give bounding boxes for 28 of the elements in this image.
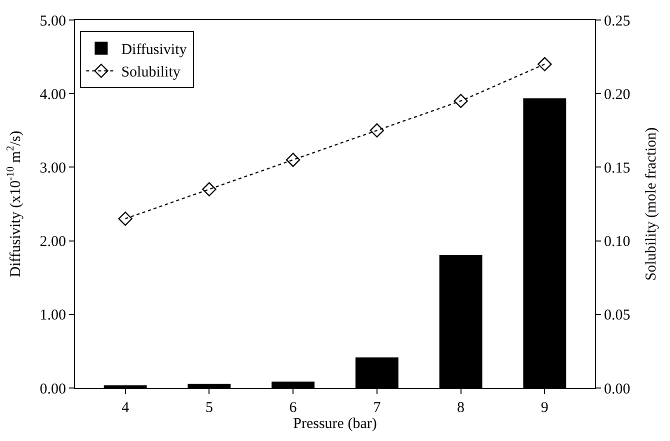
x-tick-label: 8 xyxy=(457,400,465,416)
y-tick-label: 5.00 xyxy=(40,13,66,30)
x-tick-label: 9 xyxy=(540,400,548,416)
y2-tick-label: 0.25 xyxy=(604,13,630,30)
point xyxy=(538,57,552,72)
point xyxy=(202,182,216,196)
y-tick-label: 1.00 xyxy=(40,308,66,324)
point xyxy=(454,94,468,108)
point xyxy=(286,152,300,167)
y-tick-label: 0.00 xyxy=(40,381,66,398)
y2-tick-label: 0.15 xyxy=(604,160,630,176)
y2-axis-title: Solubility (mole fraction) xyxy=(643,127,660,281)
x-axis-title: Pressure (bar) xyxy=(293,416,377,432)
legend-label: Solubility xyxy=(121,64,181,81)
y-tick-label: 2.00 xyxy=(40,234,66,250)
y-tick-label: 3.00 xyxy=(40,160,66,176)
point xyxy=(118,212,132,226)
legend-label: Diffusivity xyxy=(121,42,188,58)
point xyxy=(370,123,384,138)
x-tick-label: 6 xyxy=(289,400,298,416)
x-tick-label: 7 xyxy=(373,400,382,416)
y2-tick-label: 0.05 xyxy=(604,308,630,324)
x-tick-label: 4 xyxy=(122,400,130,416)
y2-tick-label: 0.00 xyxy=(604,381,630,398)
y2-tick-label: 0.20 xyxy=(604,86,630,103)
y-tick-label: 4.00 xyxy=(40,86,66,103)
y2-tick-label: 0.10 xyxy=(604,234,630,250)
x-tick-label: 5 xyxy=(205,400,213,416)
